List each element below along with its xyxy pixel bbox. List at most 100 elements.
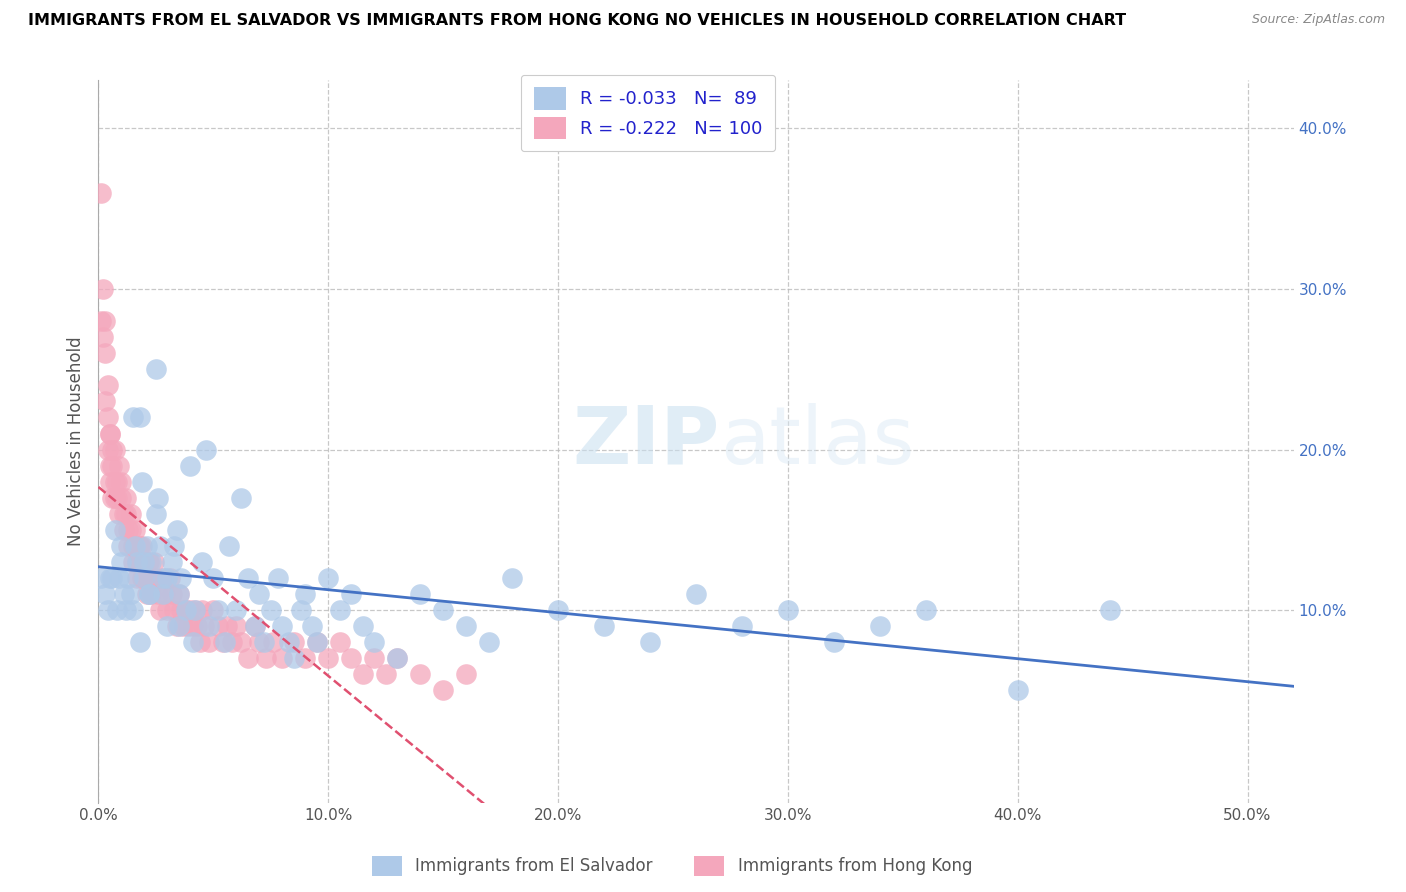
Point: [207, 619, 229, 633]
Point: [167, 587, 190, 601]
Point: [120, 507, 142, 521]
Point: [94, 346, 117, 360]
Point: [94, 587, 117, 601]
Point: [262, 635, 284, 649]
Point: [122, 603, 145, 617]
Text: atlas: atlas: [720, 402, 914, 481]
Point: [432, 603, 454, 617]
Point: [152, 587, 174, 601]
Point: [236, 571, 259, 585]
Point: [254, 651, 277, 665]
Point: [128, 555, 150, 569]
Point: [914, 603, 936, 617]
Point: [105, 475, 128, 489]
Point: [90, 314, 112, 328]
Point: [432, 683, 454, 698]
Point: [90, 186, 112, 200]
Point: [108, 458, 131, 473]
Point: [166, 523, 188, 537]
Point: [127, 555, 149, 569]
Point: [97, 378, 120, 392]
Point: [236, 651, 259, 665]
Point: [214, 635, 236, 649]
Point: [301, 619, 323, 633]
Point: [148, 587, 170, 601]
Point: [174, 603, 197, 617]
Point: [305, 635, 328, 649]
Point: [120, 523, 142, 537]
Point: [260, 603, 283, 617]
Point: [163, 603, 186, 617]
Point: [247, 587, 270, 601]
Point: [501, 571, 523, 585]
Point: [131, 571, 153, 585]
Point: [124, 523, 146, 537]
Point: [207, 603, 229, 617]
Point: [128, 410, 150, 425]
Point: [456, 667, 478, 681]
Point: [776, 603, 799, 617]
Point: [184, 603, 207, 617]
Point: [294, 587, 316, 601]
Point: [385, 651, 409, 665]
Point: [1007, 683, 1029, 698]
Point: [329, 603, 352, 617]
Point: [94, 314, 117, 328]
Point: [131, 539, 153, 553]
Point: [98, 426, 121, 441]
Point: [159, 571, 181, 585]
Point: [385, 651, 409, 665]
Point: [243, 619, 266, 633]
Point: [145, 571, 167, 585]
Point: [91, 282, 114, 296]
Point: [267, 571, 290, 585]
Point: [105, 603, 128, 617]
Point: [329, 635, 352, 649]
Point: [167, 619, 190, 633]
Point: [177, 619, 200, 633]
Point: [122, 410, 145, 425]
Point: [283, 651, 305, 665]
Point: [98, 458, 121, 473]
Point: [172, 619, 194, 633]
Point: [122, 555, 145, 569]
Point: [456, 619, 478, 633]
Point: [128, 539, 150, 553]
Point: [90, 571, 112, 585]
Point: [103, 475, 125, 489]
Point: [174, 603, 197, 617]
Point: [101, 458, 124, 473]
Point: [103, 491, 125, 505]
Point: [103, 442, 125, 457]
Point: [184, 603, 207, 617]
Point: [134, 555, 156, 569]
Point: [138, 571, 160, 585]
Point: [305, 635, 328, 649]
Point: [191, 555, 214, 569]
Point: [340, 587, 363, 601]
Point: [731, 619, 754, 633]
Text: IMMIGRANTS FROM EL SALVADOR VS IMMIGRANTS FROM HONG KONG NO VEHICLES IN HOUSEHOL: IMMIGRANTS FROM EL SALVADOR VS IMMIGRANT…: [28, 13, 1126, 29]
Point: [115, 507, 138, 521]
Point: [112, 523, 135, 537]
Point: [91, 330, 114, 344]
Point: [142, 555, 165, 569]
Point: [117, 523, 139, 537]
Point: [138, 587, 160, 601]
Point: [98, 571, 121, 585]
Point: [290, 603, 312, 617]
Point: [547, 603, 569, 617]
Point: [135, 587, 157, 601]
Point: [823, 635, 845, 649]
Point: [97, 603, 120, 617]
Point: [127, 571, 149, 585]
Point: [374, 667, 396, 681]
Point: [94, 394, 117, 409]
Point: [110, 475, 132, 489]
Legend: Immigrants from El Salvador, Immigrants from Hong Kong: Immigrants from El Salvador, Immigrants …: [364, 847, 980, 884]
Point: [120, 587, 142, 601]
Point: [294, 651, 316, 665]
Point: [247, 635, 270, 649]
Point: [218, 539, 240, 553]
Point: [115, 603, 138, 617]
